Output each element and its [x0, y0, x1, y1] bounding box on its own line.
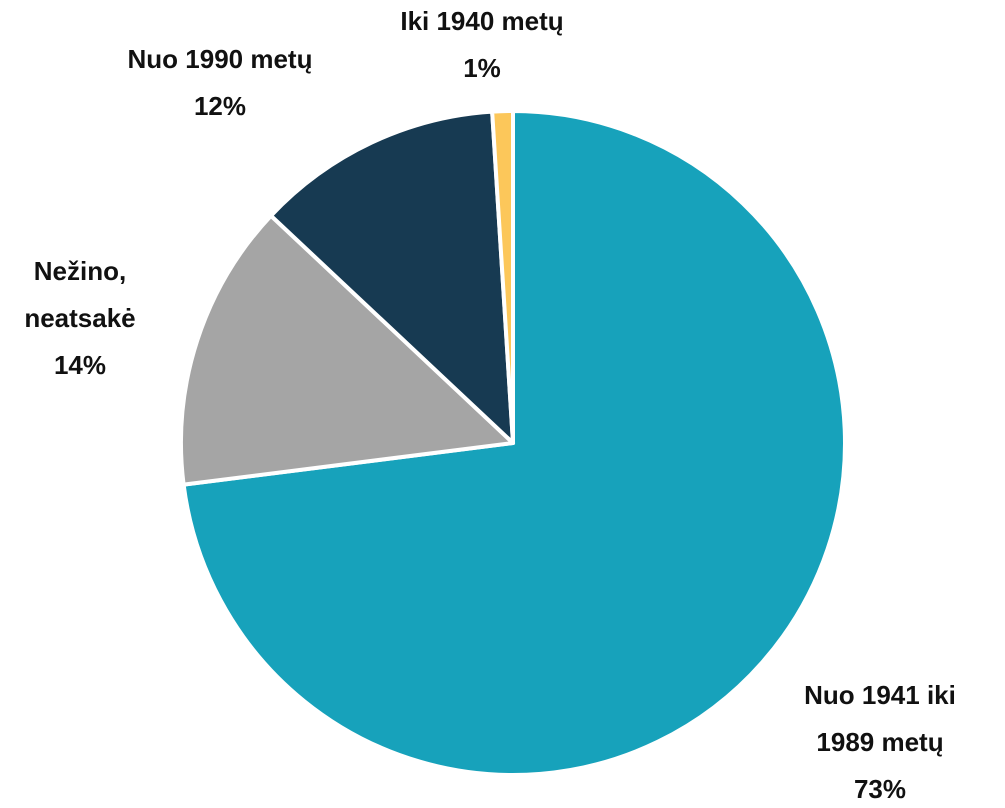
pie-slice — [268, 109, 515, 445]
value-label: 1% — [463, 53, 501, 83]
category-name: Nuo 1990 metų — [127, 44, 313, 74]
value-label: 73% — [853, 774, 907, 804]
category-name: Nežino, neatsakė — [24, 256, 136, 333]
slice-label: Iki 1940 metų 1% — [352, 0, 612, 92]
slice-label: Nuo 1990 metų 12% — [70, 36, 370, 130]
category-name: Iki 1940 metų — [400, 6, 564, 36]
value-label: 12% — [193, 91, 247, 121]
pie-slice — [179, 213, 515, 487]
slice-label: Nuo 1941 iki 1989 metų 73% — [773, 672, 988, 808]
category-name: Nuo 1941 iki 1989 metų — [804, 680, 956, 757]
pie-slice — [490, 109, 515, 445]
value-label: 14% — [53, 350, 107, 380]
slice-label: Nežino, neatsakė 14% — [5, 248, 155, 389]
